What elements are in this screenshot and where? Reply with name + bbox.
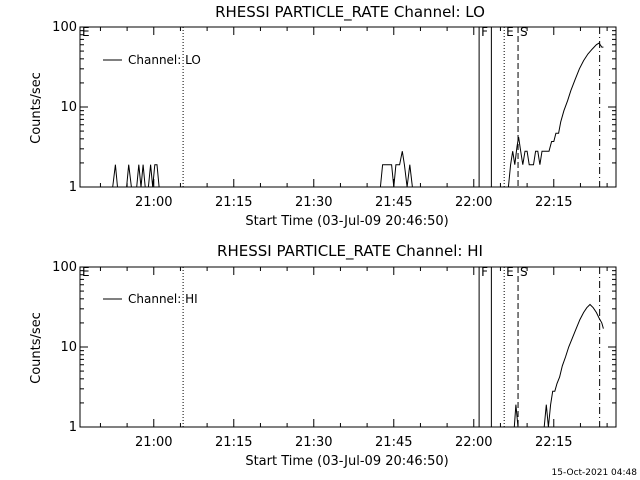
event-marker-label: F <box>481 265 488 279</box>
legend-label: Channel: LO <box>128 53 201 67</box>
series-line <box>513 303 604 428</box>
x-tick-label: 22:15 <box>535 435 572 450</box>
chart-title: RHESSI PARTICLE_RATE Channel: LO <box>215 3 485 22</box>
event-marker-label: E <box>82 265 90 279</box>
x-tick-label: 22:00 <box>455 195 492 210</box>
event-marker-label: S <box>520 25 528 39</box>
y-tick-label: 10 <box>60 340 77 355</box>
x-axis-label: Start Time (03-Jul-09 20:46:50) <box>245 454 448 469</box>
chart-title: RHESSI PARTICLE_RATE Channel: HI <box>217 242 483 261</box>
x-tick-label: 21:00 <box>135 435 172 450</box>
legend-label: Channel: HI <box>128 292 198 306</box>
x-tick-label: 21:15 <box>215 195 252 210</box>
x-tick-label: 22:00 <box>455 435 492 450</box>
x-tick-label: 21:30 <box>295 435 332 450</box>
event-marker-label: S <box>520 265 528 279</box>
event-marker-label: F <box>481 25 488 39</box>
x-axis-label: Start Time (03-Jul-09 20:46:50) <box>245 214 448 229</box>
y-tick-label: 100 <box>52 260 77 275</box>
y-tick-label: 1 <box>69 420 77 435</box>
x-tick-label: 22:15 <box>535 195 572 210</box>
event-marker-label: E <box>506 25 514 39</box>
panel-hi: RHESSI PARTICLE_RATE Channel: HI Counts/… <box>29 242 617 469</box>
x-tick-label: 21:45 <box>375 195 412 210</box>
y-tick-label: 100 <box>52 20 77 35</box>
x-tick-label: 21:45 <box>375 435 412 450</box>
y-axis-label: Counts/sec <box>29 312 44 384</box>
y-tick-label: 1 <box>69 180 77 195</box>
plot-frame <box>79 26 617 188</box>
footer-timestamp: 15-Oct-2021 04:48 <box>552 468 638 478</box>
y-tick-label: 10 <box>60 100 77 115</box>
x-tick-label: 21:15 <box>215 435 252 450</box>
y-axis-label: Counts/sec <box>29 72 44 144</box>
event-marker-label: E <box>82 25 90 39</box>
plot-frame <box>79 266 617 428</box>
x-tick-label: 21:00 <box>135 195 172 210</box>
panel-lo: RHESSI PARTICLE_RATE Channel: LO Counts/… <box>29 3 617 229</box>
x-tick-label: 21:30 <box>295 195 332 210</box>
event-marker-label: E <box>506 265 514 279</box>
series-line <box>112 42 604 188</box>
